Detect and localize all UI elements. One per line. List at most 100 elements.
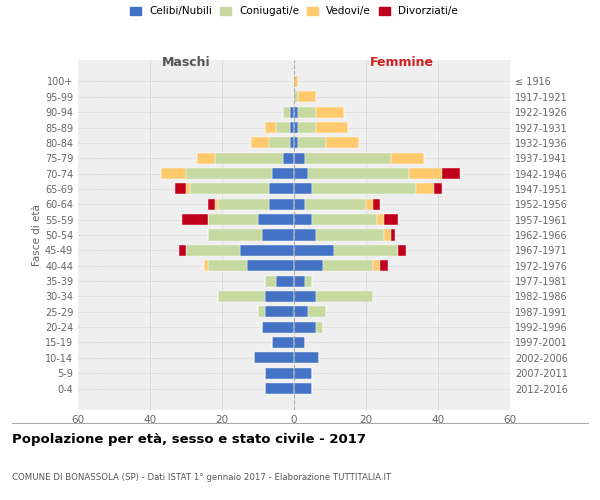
Bar: [316, 230, 384, 240]
Bar: [294, 76, 298, 87]
Bar: [373, 260, 380, 271]
Bar: [294, 306, 308, 318]
Text: Femmine: Femmine: [370, 56, 434, 69]
Bar: [265, 383, 294, 394]
Bar: [265, 291, 294, 302]
Text: Maschi: Maschi: [161, 56, 211, 69]
Bar: [294, 260, 323, 271]
Bar: [312, 214, 377, 225]
Bar: [434, 184, 442, 194]
Bar: [316, 106, 344, 118]
Text: COMUNE DI BONASSOLA (SP) - Dati ISTAT 1° gennaio 2017 - Elaborazione TUTTITALIA.: COMUNE DI BONASSOLA (SP) - Dati ISTAT 1°…: [12, 473, 391, 482]
Bar: [294, 214, 312, 225]
Bar: [294, 291, 316, 302]
Bar: [204, 260, 208, 271]
Bar: [186, 168, 272, 179]
Bar: [247, 260, 294, 271]
Bar: [208, 199, 215, 210]
Bar: [265, 122, 276, 133]
Bar: [258, 306, 265, 318]
Legend: Celibi/Nubili, Coniugati/e, Vedovi/e, Divorziati/e: Celibi/Nubili, Coniugati/e, Vedovi/e, Di…: [126, 2, 462, 21]
Bar: [265, 306, 294, 318]
Bar: [294, 230, 316, 240]
Bar: [254, 352, 294, 364]
Bar: [298, 106, 316, 118]
Text: Popolazione per età, sesso e stato civile - 2017: Popolazione per età, sesso e stato civil…: [12, 432, 366, 446]
Bar: [186, 184, 190, 194]
Bar: [409, 168, 442, 179]
Bar: [290, 138, 294, 148]
Bar: [294, 152, 305, 164]
Bar: [294, 245, 334, 256]
Bar: [215, 152, 283, 164]
Bar: [298, 92, 316, 102]
Bar: [290, 122, 294, 133]
Bar: [442, 168, 460, 179]
Bar: [294, 352, 319, 364]
Bar: [398, 245, 406, 256]
Bar: [182, 214, 208, 225]
Bar: [294, 184, 312, 194]
Bar: [294, 138, 298, 148]
Bar: [208, 214, 258, 225]
Bar: [308, 168, 409, 179]
Y-axis label: Fasce di età: Fasce di età: [32, 204, 42, 266]
Bar: [190, 184, 269, 194]
Bar: [391, 152, 424, 164]
Bar: [269, 184, 294, 194]
Bar: [272, 168, 294, 179]
Bar: [294, 199, 305, 210]
Bar: [240, 245, 294, 256]
Bar: [326, 138, 359, 148]
Bar: [251, 138, 269, 148]
Bar: [283, 152, 294, 164]
Bar: [384, 214, 398, 225]
Bar: [215, 199, 218, 210]
Bar: [262, 322, 294, 332]
Bar: [294, 322, 316, 332]
Bar: [283, 106, 290, 118]
Bar: [305, 276, 312, 286]
Bar: [416, 184, 434, 194]
Bar: [380, 260, 388, 271]
Bar: [294, 106, 298, 118]
Bar: [294, 383, 312, 394]
Bar: [269, 138, 290, 148]
Bar: [208, 260, 247, 271]
Bar: [161, 168, 186, 179]
Bar: [218, 291, 265, 302]
Bar: [197, 152, 215, 164]
Bar: [218, 199, 269, 210]
Bar: [265, 276, 276, 286]
Bar: [298, 122, 316, 133]
Bar: [290, 106, 294, 118]
Bar: [294, 122, 298, 133]
Bar: [305, 199, 366, 210]
Bar: [265, 368, 294, 378]
Bar: [366, 199, 373, 210]
Bar: [175, 184, 186, 194]
Bar: [208, 230, 262, 240]
Bar: [305, 152, 391, 164]
Bar: [391, 230, 395, 240]
Bar: [262, 230, 294, 240]
Bar: [323, 260, 373, 271]
Bar: [294, 337, 305, 348]
Bar: [298, 138, 326, 148]
Bar: [276, 122, 290, 133]
Bar: [294, 276, 305, 286]
Bar: [316, 322, 323, 332]
Bar: [308, 306, 326, 318]
Bar: [334, 245, 398, 256]
Bar: [186, 245, 240, 256]
Bar: [276, 276, 294, 286]
Bar: [312, 184, 416, 194]
Bar: [269, 199, 294, 210]
Bar: [373, 199, 380, 210]
Bar: [272, 337, 294, 348]
Bar: [377, 214, 384, 225]
Bar: [294, 92, 298, 102]
Bar: [294, 368, 312, 378]
Bar: [179, 245, 186, 256]
Bar: [384, 230, 391, 240]
